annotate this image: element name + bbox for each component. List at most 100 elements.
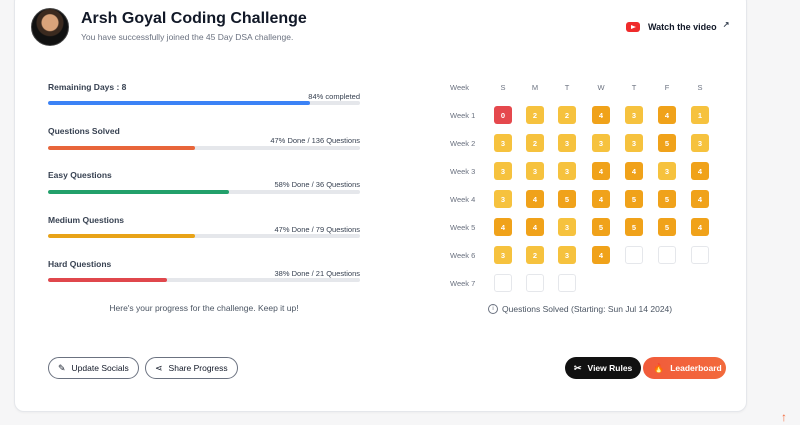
stat-value: 47% Done / 79 Questions — [274, 225, 360, 234]
progress-track — [48, 190, 360, 194]
encouragement-text: Here's your progress for the challenge. … — [109, 303, 299, 313]
heatmap-cell — [625, 246, 643, 264]
heatmap-cell: 4 — [691, 190, 709, 208]
heatmap-cell: 3 — [592, 134, 610, 152]
leaderboard-button[interactable]: 🔥 Leaderboard — [643, 357, 726, 379]
heatmap-cell — [558, 274, 576, 292]
heatmap-cell: 4 — [494, 218, 512, 236]
heatmap-cell: 5 — [592, 218, 610, 236]
heatmap-cell: 3 — [558, 162, 576, 180]
medium-questions-stat: Medium Questions 47% Done / 79 Questions — [48, 215, 360, 238]
heatmap-cell — [658, 246, 676, 264]
heatmap-cell: 3 — [658, 162, 676, 180]
scroll-top-icon[interactable]: ↑ — [781, 410, 787, 424]
progress-fill — [48, 146, 195, 150]
challenge-card — [14, 0, 747, 412]
questions-solved-stat: Questions Solved 47% Done / 136 Question… — [48, 126, 360, 150]
stat-value: 38% Done / 21 Questions — [274, 269, 360, 278]
progress-track — [48, 101, 360, 105]
view-rules-label: View Rules — [587, 363, 633, 373]
remaining-days-stat: Remaining Days : 8 84% completed — [48, 82, 360, 105]
youtube-icon — [626, 22, 640, 32]
view-rules-button[interactable]: ✂ View Rules — [565, 357, 642, 379]
stat-label: Hard Questions — [48, 259, 112, 269]
week-label: Week 3 — [450, 167, 476, 176]
stat-value: 84% completed — [308, 92, 360, 101]
page-title: Arsh Goyal Coding Challenge — [81, 10, 307, 27]
heatmap-cell: 5 — [558, 190, 576, 208]
heatmap-cell: 2 — [526, 246, 544, 264]
heatmap-cell: 3 — [558, 246, 576, 264]
flame-icon: 🔥 — [653, 362, 665, 373]
heatmap-cell: 3 — [558, 218, 576, 236]
stat-value: 47% Done / 136 Questions — [270, 136, 360, 145]
heatmap-cell: 4 — [691, 218, 709, 236]
progress-fill — [48, 190, 229, 194]
day-header: S — [500, 83, 506, 92]
heatmap-cell: 4 — [625, 162, 643, 180]
week-label: Week 2 — [450, 139, 476, 148]
update-socials-label: Update Socials — [71, 363, 129, 373]
progress-track — [48, 278, 360, 282]
avatar — [31, 8, 69, 46]
share-progress-label: Share Progress — [168, 363, 228, 373]
heatmap-cell: 3 — [625, 134, 643, 152]
rules-icon: ✂ — [574, 362, 582, 373]
stat-label: Remaining Days : 8 — [48, 82, 127, 92]
heatmap-cell: 2 — [558, 106, 576, 124]
progress-track — [48, 146, 360, 150]
progress-track — [48, 234, 360, 238]
heatmap-cell: 4 — [658, 106, 676, 124]
week-label: Week 4 — [450, 195, 476, 204]
heatmap-cell — [494, 274, 512, 292]
week-label: Week 1 — [450, 111, 476, 120]
heatmap-cell: 4 — [592, 190, 610, 208]
heatmap-cell: 3 — [494, 162, 512, 180]
heatmap-cell: 2 — [526, 106, 544, 124]
heatmap-cell: 4 — [592, 246, 610, 264]
easy-questions-stat: Easy Questions 58% Done / 36 Questions — [48, 170, 360, 194]
update-socials-button[interactable]: ✎ Update Socials — [48, 357, 139, 379]
heatmap-caption-text: Questions Solved (Starting: Sun Jul 14 2… — [502, 304, 673, 314]
day-header: M — [531, 83, 539, 92]
day-header: W — [597, 83, 605, 92]
hard-questions-stat: Hard Questions 38% Done / 21 Questions — [48, 259, 360, 282]
edit-icon: ✎ — [58, 362, 66, 373]
day-header: T — [631, 83, 637, 92]
week-label: Week 6 — [450, 251, 476, 260]
heatmap-cell: 2 — [526, 134, 544, 152]
progress-fill — [48, 278, 167, 282]
watch-video-link[interactable]: Watch the video ↗ — [626, 19, 730, 32]
heatmap-cell: 3 — [691, 134, 709, 152]
stat-label: Easy Questions — [48, 170, 112, 180]
share-progress-button[interactable]: ⋖ Share Progress — [145, 357, 238, 379]
external-link-icon: ↗ — [722, 19, 730, 29]
heatmap-cell — [691, 246, 709, 264]
heatmap-cell: 3 — [494, 134, 512, 152]
heatmap-cell: 4 — [526, 190, 544, 208]
stat-value: 58% Done / 36 Questions — [274, 180, 360, 189]
heatmap-cell: 5 — [658, 134, 676, 152]
heatmap-cell: 4 — [691, 162, 709, 180]
heatmap-cell: 5 — [658, 190, 676, 208]
heatmap-cell: 1 — [691, 106, 709, 124]
heatmap-cell: 5 — [625, 190, 643, 208]
heatmap-cell: 4 — [592, 162, 610, 180]
heatmap-cell: 0 — [494, 106, 512, 124]
watch-video-label: Watch the video — [648, 22, 717, 32]
heatmap-cell — [526, 274, 544, 292]
share-icon: ⋖ — [155, 362, 163, 373]
heatmap-cell: 4 — [526, 218, 544, 236]
heatmap-cell: 4 — [592, 106, 610, 124]
heatmap-cell: 3 — [625, 106, 643, 124]
heatmap-cell: 5 — [625, 218, 643, 236]
stat-label: Questions Solved — [48, 126, 120, 136]
heatmap-cell: 3 — [526, 162, 544, 180]
heatmap-caption: i Questions Solved (Starting: Sun Jul 14… — [488, 304, 672, 314]
info-icon: i — [488, 304, 498, 314]
week-column-header: Week — [450, 83, 470, 92]
heatmap-cell: 3 — [494, 246, 512, 264]
heatmap-cell: 3 — [558, 134, 576, 152]
day-header: T — [564, 83, 570, 92]
day-header: F — [664, 83, 670, 92]
